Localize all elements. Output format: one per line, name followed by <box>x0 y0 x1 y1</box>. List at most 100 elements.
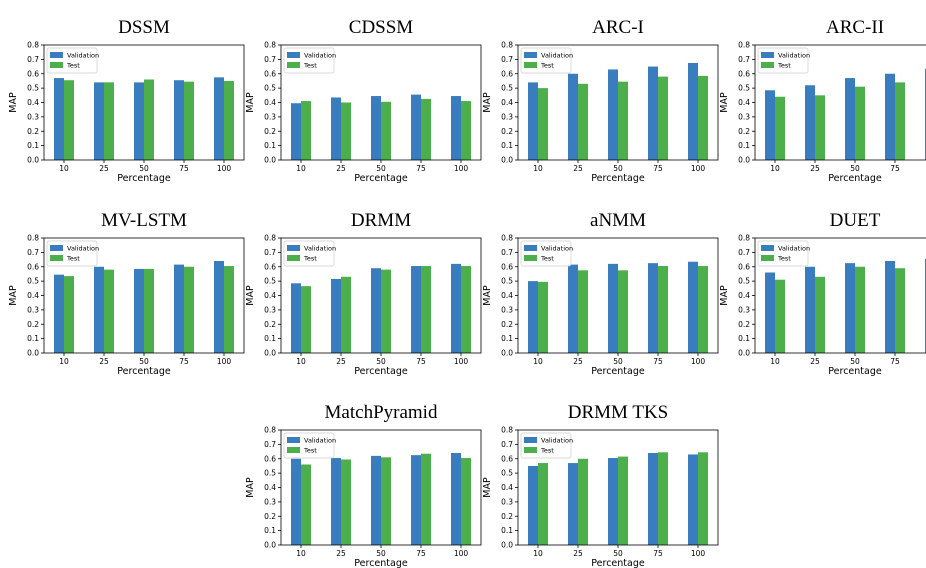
bar-chart-matchpyramid: MatchPyramid 0.0 0.1 0.2 0.3 0.4 0.5 0.6 0.7 0.8 1… <box>245 402 482 568</box>
bar-validation-10 <box>528 82 538 160</box>
bar-validation-75 <box>174 80 184 160</box>
y-tick-label: 0.6 <box>264 454 276 463</box>
legend-label-validation: Validation <box>778 52 810 60</box>
bar-test-50 <box>381 101 391 160</box>
y-tick-label: 0.2 <box>264 127 276 136</box>
y-tick-label: 0.1 <box>27 334 39 343</box>
legend-swatch-validation <box>524 245 537 251</box>
legend-swatch-validation <box>761 52 774 58</box>
y-tick-label: 0.7 <box>501 440 513 449</box>
x-tick-label: 75 <box>890 357 900 366</box>
legend-label-validation: Validation <box>304 437 336 445</box>
bar-validation-100 <box>451 96 461 160</box>
x-tick-label: 50 <box>139 164 149 173</box>
bar-validation-75 <box>411 455 421 545</box>
legend-swatch-validation <box>524 437 537 443</box>
bar-test-50 <box>381 269 391 353</box>
x-tick-label: 50 <box>376 549 386 558</box>
y-tick-label: 0.5 <box>264 469 276 478</box>
bar-test-75 <box>895 82 905 160</box>
bar-validation-100 <box>688 261 698 353</box>
y-tick-label: 0.5 <box>264 277 276 286</box>
bar-validation-50 <box>608 263 618 353</box>
y-tick-label: 0.4 <box>501 291 513 300</box>
bar-validation-50 <box>371 96 381 160</box>
y-tick-label: 0.3 <box>738 112 750 121</box>
y-tick-label: 0.2 <box>738 127 750 136</box>
y-tick-label: 0.2 <box>264 320 276 329</box>
bar-test-10 <box>775 96 785 160</box>
y-tick-label: 0.8 <box>264 426 276 435</box>
y-tick-label: 0.7 <box>27 55 39 64</box>
legend-swatch-test <box>524 62 537 68</box>
bar-test-50 <box>144 268 154 353</box>
bar-test-10 <box>301 101 311 160</box>
y-tick-label: 0.6 <box>27 69 39 78</box>
legend-label-test: Test <box>540 255 554 263</box>
x-tick-label: 75 <box>416 357 426 366</box>
legend-swatch-test <box>761 62 774 68</box>
bar-test-75 <box>184 266 194 353</box>
y-tick-label: 0.5 <box>738 277 750 286</box>
x-tick-label: 10 <box>770 357 780 366</box>
y-tick-label: 0.6 <box>264 262 276 271</box>
y-tick-label: 0.0 <box>501 541 513 550</box>
y-axis-label: MAP <box>245 92 256 113</box>
y-tick-label: 0.3 <box>27 305 39 314</box>
y-tick-label: 0.8 <box>27 41 39 50</box>
x-tick-label: 50 <box>613 549 623 558</box>
bar-chart-duet: DUET0.00.10.20.30.40.50.60.70.8102550751… <box>719 210 926 377</box>
x-tick-label: 100 <box>691 164 706 173</box>
bar-test-75 <box>421 453 431 545</box>
y-tick-label: 0.3 <box>501 112 513 121</box>
bar-test-25 <box>815 95 825 160</box>
bar-test-10 <box>538 463 548 545</box>
bar-chart-dssm: DSSM 0.0 0.1 0.2 0.3 0.4 0.5 0.6 0.7 0.8 10 25 50 75 1… <box>8 17 245 184</box>
y-tick-label: 0.8 <box>501 426 513 435</box>
bar-test-10 <box>64 80 74 160</box>
x-axis-label: Percentage <box>117 366 171 377</box>
x-tick-label: 75 <box>179 164 189 173</box>
bar-validation-25 <box>568 463 578 545</box>
bar-validation-100 <box>451 263 461 353</box>
y-tick-label: 0.6 <box>264 69 276 78</box>
y-tick-label: 0.3 <box>264 497 276 506</box>
y-tick-label: 0.3 <box>264 112 276 121</box>
legend-swatch-test <box>50 62 63 68</box>
y-tick-label: 0.8 <box>264 234 276 243</box>
y-tick-label: 0.1 <box>501 526 513 535</box>
bar-test-75 <box>658 76 668 160</box>
y-tick-label: 0.0 <box>264 349 276 358</box>
y-tick-label: 0.5 <box>501 469 513 478</box>
bar-chart-drmm: DRMM 0.0 0.1 0.2 0.3 0.4 0.5 0.6 0.7 0.8 10 25 50 75 1… <box>245 210 482 377</box>
x-tick-label: 75 <box>653 357 663 366</box>
x-tick-label: 50 <box>376 357 386 366</box>
chart-title: ARC-I <box>592 17 644 38</box>
bar-test-25 <box>578 458 588 545</box>
chart-title: MV-LSTM <box>101 210 187 231</box>
bar-test-75 <box>421 98 431 160</box>
x-tick-label: 75 <box>416 549 426 558</box>
bar-validation-10 <box>528 281 538 353</box>
legend-swatch-validation <box>524 52 537 58</box>
y-tick-label: 0.0 <box>501 349 513 358</box>
x-tick-label: 25 <box>573 357 583 366</box>
bar-chart-arc-ii: ARC-II 0.0 0.1 0.2 0.3 0.4 0.5 0.6 0.7 0.8 10 25 50 7… <box>719 17 926 184</box>
y-tick-label: 0.3 <box>501 305 513 314</box>
x-tick-label: 25 <box>99 357 109 366</box>
chart-title: MatchPyramid <box>325 402 438 423</box>
y-axis-label: MAP <box>482 477 493 498</box>
legend-label-validation: Validation <box>541 437 573 445</box>
y-tick-label: 0.3 <box>27 112 39 121</box>
x-tick-label: 100 <box>454 549 469 558</box>
x-axis-label: Percentage <box>591 173 645 184</box>
x-tick-label: 50 <box>376 164 386 173</box>
x-tick-label: 100 <box>217 164 232 173</box>
x-tick-label: 50 <box>850 164 860 173</box>
bar-test-10 <box>64 276 74 353</box>
y-tick-label: 0.7 <box>738 248 750 257</box>
bar-validation-100 <box>214 261 224 353</box>
bar-validation-25 <box>331 278 341 353</box>
bar-test-50 <box>144 79 154 160</box>
bar-chart-arc-i: ARC-I 0.0 0.1 0.2 0.3 0.4 0.5 0.6 0.7 0.8 10 25 50 75… <box>482 17 719 184</box>
